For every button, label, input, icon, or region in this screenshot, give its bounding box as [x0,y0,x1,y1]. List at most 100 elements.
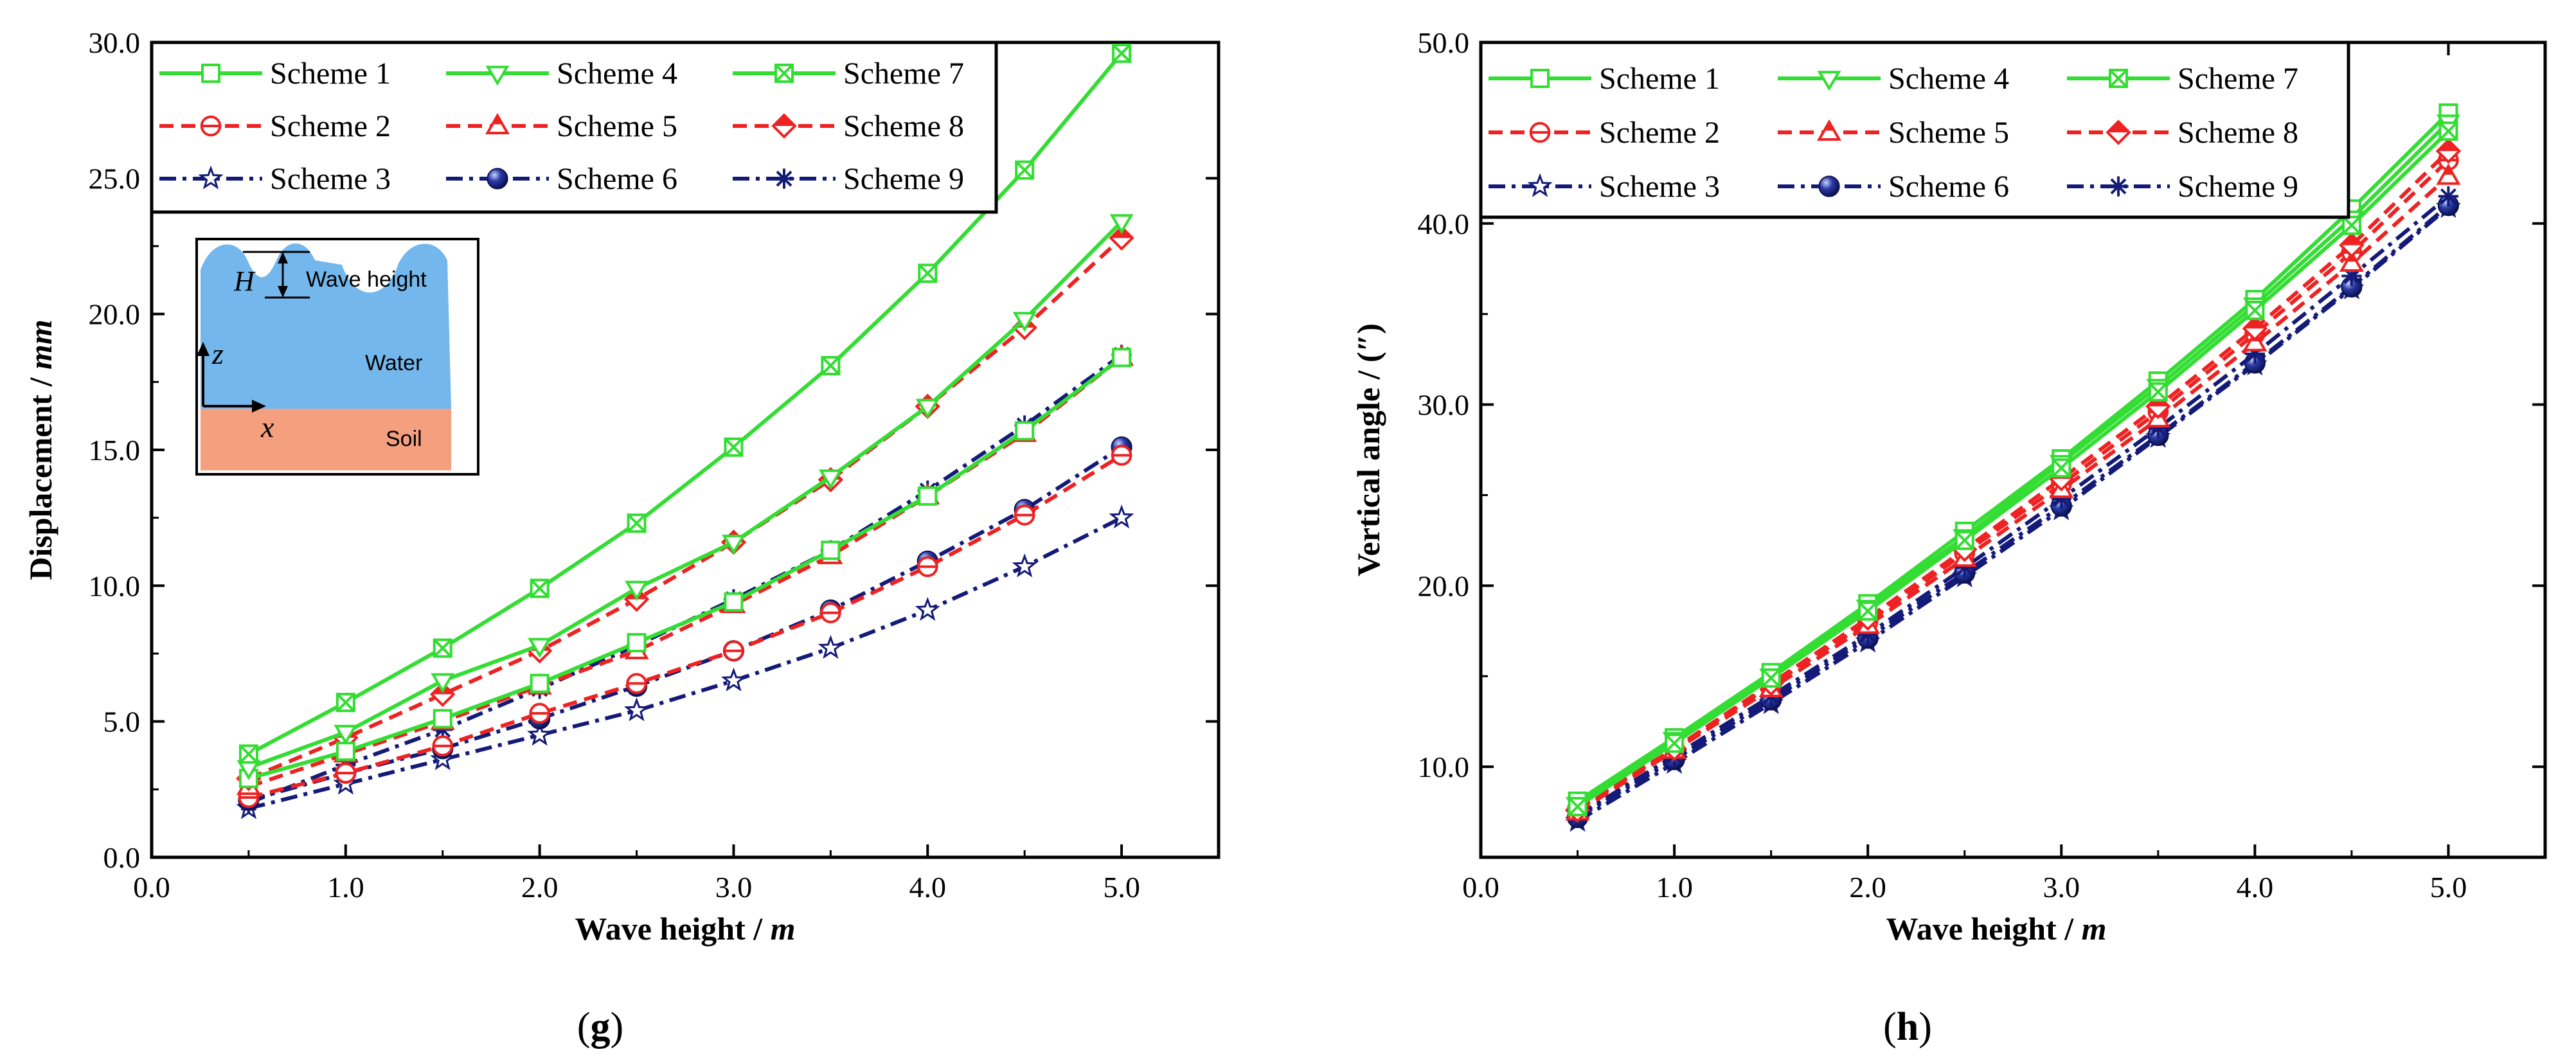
g-series-scheme-2 [238,445,1132,808]
panel-h-label: (h) [1883,1005,1932,1049]
g-legend-entry-scheme-6: Scheme 6 [446,162,677,196]
g-point-scheme-1 [918,486,938,506]
g-point-scheme-3 [818,634,843,659]
h-xtick-label: 2.0 [1849,871,1886,904]
panel-h-legend-box [1479,40,2350,219]
g-legend-entry-scheme-5: Scheme 5 [446,109,677,143]
g-point-scheme-1 [627,633,647,653]
g-line-scheme-2 [248,453,1123,799]
g-legend-marker [487,168,508,190]
h-legend-marker [1530,69,1550,88]
h-point-scheme-7 [1954,530,1974,550]
g-point-scheme-7 [1015,160,1035,180]
h-legend-label: Scheme 3 [1599,170,1720,204]
g-xtick-label: 1.0 [327,871,364,904]
g-point-scheme-1 [1015,421,1035,441]
h-legend-marker [1817,71,1841,91]
g-point-scheme-4 [625,580,648,602]
g-point-scheme-1 [821,540,841,560]
g-legend-marker [201,64,220,83]
h-point-scheme-9 [2244,344,2265,364]
h-legend-entry-scheme-3: Scheme 3 [1489,170,1720,204]
g-point-scheme-7 [918,263,938,283]
g-point-scheme-4 [722,534,746,555]
g-point-scheme-7 [724,437,744,457]
g-point-scheme-1 [335,742,355,762]
inset-x-label: x [260,411,274,443]
h-line-scheme-8 [1576,149,2450,812]
g-legend-entry-scheme-2: Scheme 2 [159,109,391,143]
h-legend-label: Scheme 2 [1599,116,1720,150]
h-xtick-label: 0.0 [1462,871,1499,904]
g-legend-entry-scheme-1: Scheme 1 [159,57,391,91]
g-line-scheme-8 [247,236,1123,781]
h-line-scheme-1 [1576,111,2450,803]
panel-h-chart: 0.0 1.0 2.0 3.0 4.0 5.0 10.0 20.0 30.0 40.0 50.0 S… [1350,26,2547,1049]
g-point-scheme-4 [1109,214,1134,235]
h-series-scheme-4 [1566,114,2460,817]
g-point-scheme-7 [1112,43,1132,63]
panel-g-legend: Scheme 1 Scheme 4 Scheme 7 Scheme 2 Scheme 5… [150,40,998,214]
inset-z-arrowhead [197,342,210,356]
h-ytick-label: 20.0 [1418,569,1470,602]
h-point-scheme-8 [2339,232,2365,258]
g-legend-label: Scheme 1 [270,57,391,91]
g-point-scheme-2 [820,602,841,623]
h-legend-marker [1529,121,1551,143]
g-legend-label: Scheme 5 [557,109,677,143]
h-legend-entry-scheme-8: Scheme 8 [2067,116,2298,150]
h-legend-label: Scheme 6 [1888,170,2009,204]
g-legend-marker [200,115,222,137]
g-legend-entry-scheme-7: Scheme 7 [733,57,964,91]
g-series-scheme-4 [237,214,1134,781]
g-point-scheme-4 [915,398,940,419]
g-point-scheme-2 [335,762,357,784]
h-legend-label: Scheme 5 [1888,116,2009,150]
g-point-scheme-1 [1112,348,1132,368]
g-line-scheme-3 [248,516,1123,810]
g-point-scheme-1 [724,592,744,612]
panel-h-legend-items: Scheme 1 Scheme 4 Scheme 7 Scheme 2 Scheme 5… [1489,62,2298,204]
h-legend-marker [1816,119,1842,141]
g-point-scheme-7 [238,744,258,764]
h-point-scheme-9 [2051,488,2071,509]
g-ytick-label: 0.0 [103,841,141,874]
h-point-scheme-7 [2438,121,2458,141]
h-legend-marker [2108,176,2129,197]
h-point-scheme-7 [2148,382,2168,402]
g-point-scheme-3 [1109,504,1134,529]
inset-wave-height-label: Wave height [306,267,427,292]
h-ytick-label: 30.0 [1418,389,1470,422]
h-point-scheme-9 [2341,265,2362,287]
g-legend-label: Scheme 3 [270,162,391,196]
g-line-scheme-1 [248,355,1123,781]
g-point-scheme-2 [432,735,454,757]
g-legend-label: Scheme 8 [843,109,964,143]
g-legend-entry-scheme-8: Scheme 8 [733,109,964,143]
g-line-scheme-7 [247,51,1123,756]
panel-g-inset-schematic: H Wave height Water Soil z x [195,238,479,476]
panel-h-series [1564,103,2462,832]
h-ytick-label: 40.0 [1418,208,1470,240]
h-point-scheme-9 [1857,624,1878,645]
g-legend-marker [774,64,794,83]
g-point-scheme-1 [433,709,452,729]
g-point-scheme-3 [623,697,650,722]
h-legend-entry-scheme-4: Scheme 4 [1778,62,2009,96]
panel-g-label: (g) [577,1005,623,1049]
g-point-scheme-3 [527,722,553,746]
g-point-scheme-4 [818,469,843,490]
panel-h-legend: Scheme 1 Scheme 4 Scheme 7 Scheme 2 Scheme 5… [1479,40,2350,219]
g-point-scheme-2 [723,640,744,662]
h-point-scheme-7 [1568,797,1588,817]
inset-soil-region [201,409,451,470]
g-xtick-label: 4.0 [909,871,947,904]
h-legend-entry-scheme-9: Scheme 9 [2067,170,2298,204]
h-legend-marker [1818,175,1840,197]
h-legend-label: Scheme 1 [1599,62,1720,96]
h-point-scheme-8 [2435,138,2462,164]
g-ytick-label: 5.0 [103,706,141,738]
h-legend-entry-scheme-5: Scheme 5 [1778,116,2009,150]
g-point-scheme-2 [626,673,647,694]
h-legend-label: Scheme 7 [2178,62,2298,96]
